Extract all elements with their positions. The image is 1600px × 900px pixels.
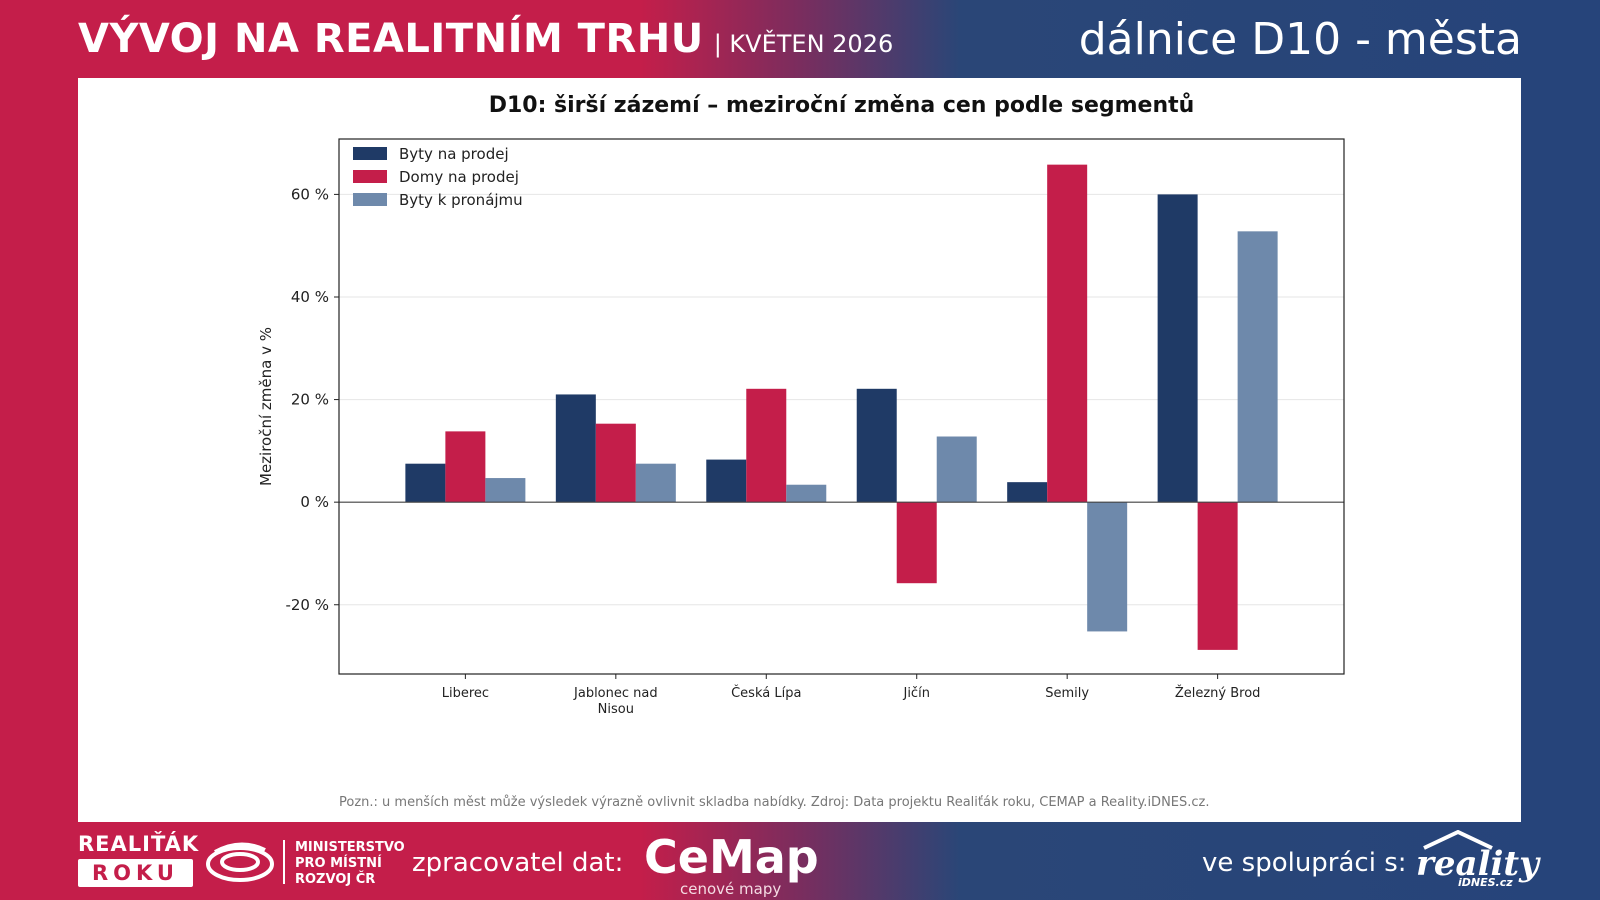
page-title: VÝVOJ NA REALITNÍM TRHU (78, 16, 704, 62)
mmr-logo-text: MINISTERSTVO PRO MÍSTNÍ ROZVOJ ČR (295, 840, 405, 888)
realitak-logo-line1: REALIŤÁK (78, 832, 200, 856)
cemap-logo-tagline: cenové mapy (680, 880, 782, 898)
y-tick-label: 40 % (291, 288, 329, 306)
x-tick-label: Semily (1045, 686, 1089, 701)
mmr-emblem-icon (206, 842, 274, 882)
x-tick-label: Železný Brod (1175, 685, 1261, 701)
reality-logo-name: reality (1416, 844, 1539, 884)
chart-panel: D10: širší zázemí – meziroční změna cen … (78, 78, 1521, 822)
legend-swatch (353, 193, 387, 206)
bar-byty-k-pronájmu (635, 463, 676, 503)
bar-byty-na-prodej (405, 463, 446, 503)
bar-byty-k-pronájmu (1087, 502, 1128, 632)
bar-byty-na-prodej (706, 459, 747, 503)
mmr-line-2: PRO MÍSTNÍ (295, 856, 382, 871)
legend-label: Byty na prodej (399, 145, 509, 163)
bar-byty-k-pronájmu (1237, 231, 1278, 503)
bar-byty-k-pronájmu (485, 478, 526, 503)
cemap-logo-name: CeMap (644, 830, 819, 884)
cemap-logo: CeMap cenové mapy (644, 834, 819, 898)
x-tick-label: Nisou (598, 702, 634, 717)
x-tick-label: Jablonec nad (573, 686, 658, 701)
house-roof-icon (1423, 830, 1493, 850)
x-tick-label: Jičín (902, 686, 929, 701)
bar-byty-na-prodej (555, 394, 596, 503)
cooperation-label: ve spolupráci s: (1202, 848, 1407, 878)
bar-byty-k-pronájmu (786, 484, 827, 503)
mmr-line-1: MINISTERSTVO (295, 840, 405, 855)
x-tick-label: Liberec (442, 686, 489, 701)
region-title: dálnice D10 - města (1078, 14, 1522, 65)
realitak-roku-logo: REALIŤÁK ROKU (78, 832, 199, 887)
legend-swatch (353, 170, 387, 183)
footer: REALIŤÁK ROKU MINISTERSTVO PRO MÍSTNÍ RO… (0, 822, 1600, 900)
bar-domy-na-prodej (595, 423, 636, 503)
bar-byty-na-prodej (856, 388, 897, 503)
y-tick-label: 0 % (300, 493, 329, 511)
bar-chart: D10: širší zázemí – meziroční změna cen … (257, 93, 1345, 717)
bar-byty-na-prodej (1007, 482, 1048, 503)
processor-label: zpracovatel dat: (412, 848, 624, 878)
bar-domy-na-prodej (1047, 164, 1088, 503)
mmr-divider (283, 840, 285, 884)
chart-title: D10: širší zázemí – meziroční změna cen … (489, 93, 1195, 118)
y-axis-label: Meziroční změna v % (257, 327, 275, 486)
bar-domy-na-prodej (1197, 502, 1238, 650)
source-note: Pozn.: u menších měst může výsledek výra… (339, 795, 1210, 810)
bar-byty-na-prodej (1157, 194, 1198, 503)
legend-swatch (353, 147, 387, 160)
y-tick-label: -20 % (285, 596, 329, 614)
reality-logo-sub: iDNES.cz (1458, 876, 1513, 889)
mmr-line-3: ROZVOJ ČR (295, 872, 376, 887)
x-tick-label: Česká Lípa (731, 685, 801, 701)
y-tick-label: 60 % (291, 185, 329, 203)
y-tick-label: 20 % (291, 391, 329, 409)
realitak-logo-line2: ROKU (78, 859, 193, 887)
page-subtitle: | KVĚTEN 2026 (713, 30, 894, 58)
bar-domy-na-prodej (896, 502, 937, 584)
reality-idnes-logo: reality iDNES.cz (1410, 830, 1539, 890)
bar-byty-k-pronájmu (936, 436, 977, 503)
legend-label: Domy na prodej (399, 168, 519, 186)
bar-domy-na-prodej (746, 388, 787, 503)
header-title-group: VÝVOJ NA REALITNÍM TRHU | KVĚTEN 2026 (78, 16, 893, 62)
plot-frame (338, 138, 1345, 675)
legend-label: Byty k pronájmu (399, 191, 523, 209)
bar-domy-na-prodej (445, 431, 486, 503)
